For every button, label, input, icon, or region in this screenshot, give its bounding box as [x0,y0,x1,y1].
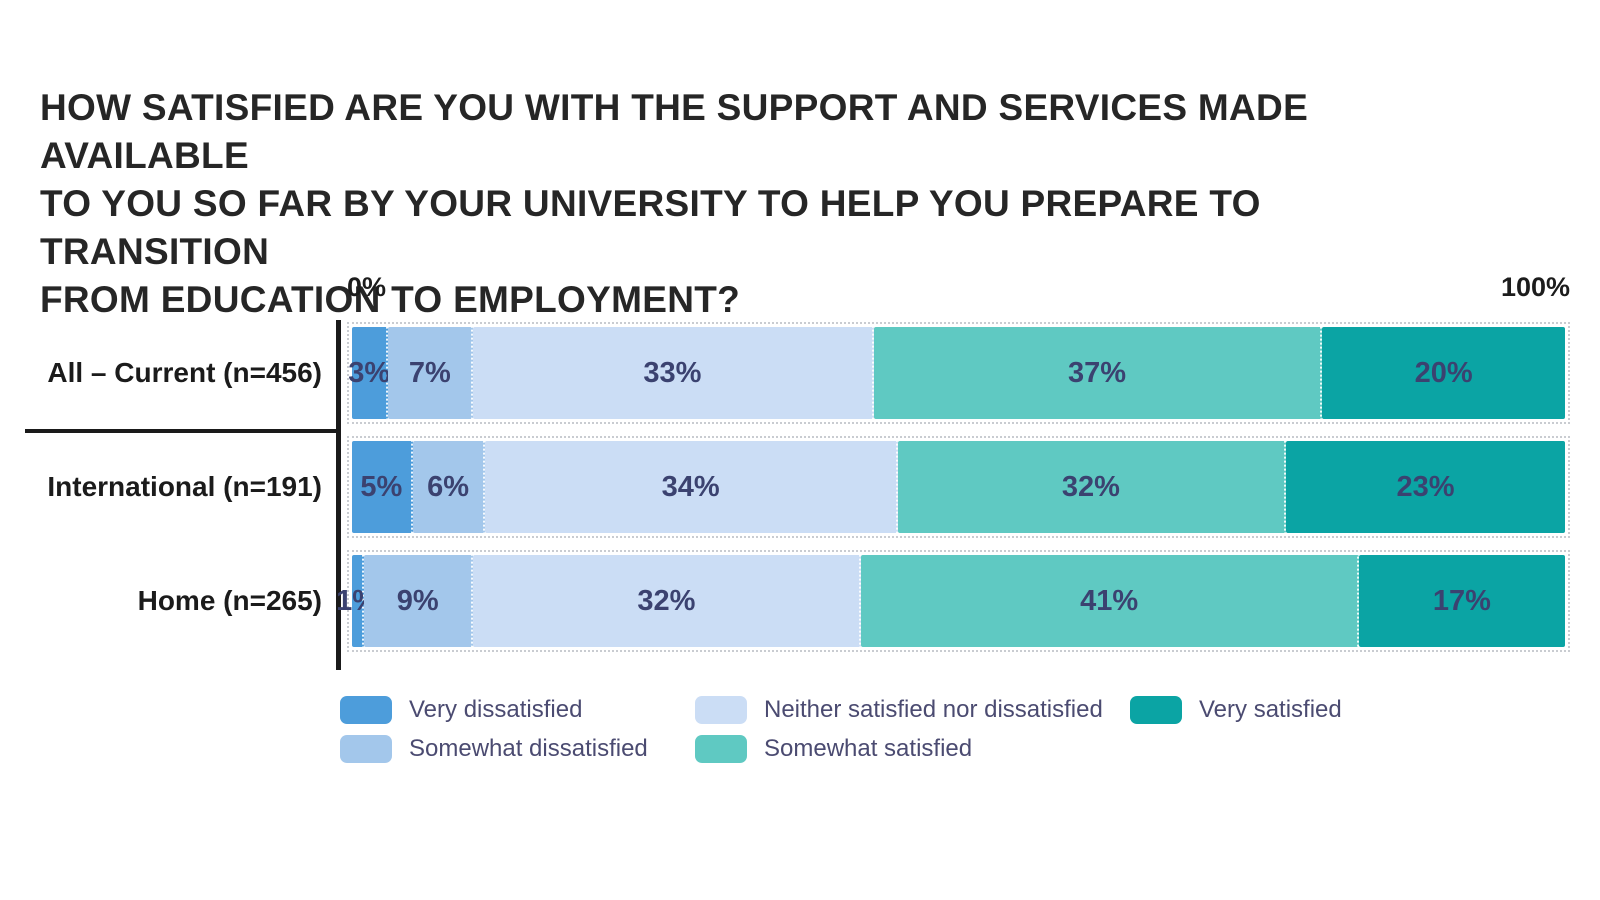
bar-segment: 23% [1285,441,1565,533]
bar-segment: 41% [861,555,1359,647]
bar-segment-value: 23% [1396,470,1455,503]
category-label: All – Current (n=456) [47,357,322,388]
chart-title-line-2: TO YOU SO FAR BY YOUR UNIVERSITY TO HELP… [40,183,1261,272]
bar-segment: 32% [897,441,1286,533]
legend-swatch [695,735,747,763]
legend-swatch [695,696,747,724]
bar-segment: 17% [1358,555,1565,647]
bar-segment: 34% [485,441,898,533]
bar-segment-value: 34% [661,470,720,503]
bar-row: Home (n=265) 1% 9% 32% 41% 17% [0,550,1570,652]
category-axis-line [336,320,341,670]
x-axis-max-label: 100% [1500,272,1570,302]
bar-segment-value: 20% [1414,356,1473,389]
legend-label: Very satisfied [1199,696,1342,723]
bar-segment: 7% [388,327,474,419]
bar-segment: 37% [873,327,1323,419]
bar-segment-value: 32% [637,584,696,617]
bar-segment-value: 41% [1080,584,1139,617]
bar-segment: 5% [352,441,413,533]
bar-segment-value: 7% [408,356,451,389]
legend-label: Somewhat dissatisfied [409,735,648,762]
bar-row: All – Current (n=456) 3% 7% 33% 37% 20% [0,322,1570,424]
chart-title-line-3: FROM EDUCATION TO EMPLOYMENT? [40,279,741,320]
bar-segment-value: 3% [348,356,391,389]
legend: Very dissatisfied Neither satisfied nor d… [340,696,1560,763]
bar-segment: 6% [412,441,486,533]
bar-segment: 20% [1322,327,1565,419]
legend-swatch [1130,696,1182,724]
legend-item: Very satisfied [1130,696,1560,724]
legend-item: Somewhat dissatisfied [340,735,695,763]
bar-segment-value: 9% [396,584,439,617]
bar-row: International (n=191) 5% 6% 34% 32% 23% [0,436,1570,538]
legend-item: Neither satisfied nor dissatisfied [695,696,1130,724]
legend-label: Somewhat satisfied [764,735,973,762]
category-label: International (n=191) [47,471,322,502]
x-axis-labels: 0% 100% [347,272,1570,303]
bar-segment-value: 5% [360,470,403,503]
legend-item: Very dissatisfied [340,696,695,724]
bar-segment-value: 32% [1061,470,1120,503]
chart-title: HOW SATISFIED ARE YOU WITH THE SUPPORT A… [40,84,1480,324]
bar-rows: All – Current (n=456) 3% 7% 33% 37% 20% Intern… [0,322,1570,664]
bar-track: 3% 7% 33% 37% 20% [347,322,1570,424]
x-axis-min-label: 0% [347,272,387,302]
bar-segment: 9% [364,555,474,647]
bar-segment-value: 17% [1432,584,1491,617]
bar-segment: 1% [336,555,378,647]
legend-item: Somewhat satisfied [695,735,1130,763]
category-label: Home (n=265) [137,585,322,616]
bar-segment-value: 6% [427,470,469,503]
bar-segment-value: 37% [1067,356,1126,389]
bar-track: 5% 6% 34% 32% 23% [347,436,1570,538]
legend-label: Neither satisfied nor dissatisfied [764,696,1103,723]
bar-segment: 32% [473,555,862,647]
chart-title-line-1: HOW SATISFIED ARE YOU WITH THE SUPPORT A… [40,87,1309,176]
legend-swatch [340,696,392,724]
bar-segment-value: 33% [643,356,702,389]
bar-segment: 33% [473,327,874,419]
bar-segment: 3% [348,327,390,419]
bar-track: 1% 9% 32% 41% 17% [336,550,1570,652]
legend-label: Very dissatisfied [409,696,583,723]
row-divider-line [25,429,336,433]
legend-swatch [340,735,392,763]
